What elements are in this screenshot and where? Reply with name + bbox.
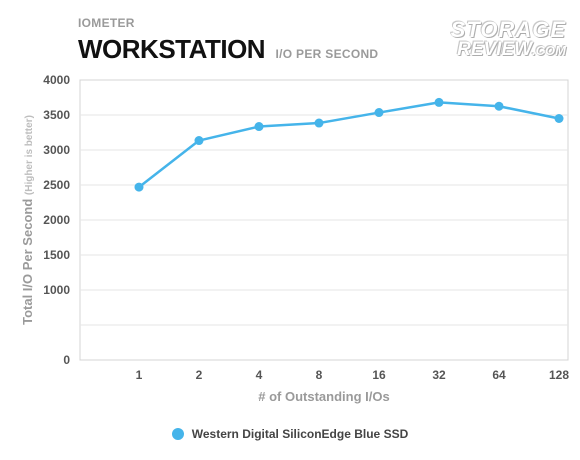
x-tick-label: 32 (432, 368, 446, 382)
y-axis-label: Total I/O Per Second (Higher is better) (20, 115, 35, 325)
line-chart: 0 1000 1500 2000 2500 3000 3500 4000 1 2 4 8 16 32 64 1… (20, 73, 569, 404)
data-point (494, 101, 504, 111)
chart-supertitle: IOMETER (78, 16, 135, 30)
y-tick-label: 4000 (43, 73, 70, 87)
chart-title: WORKSTATION (78, 34, 266, 64)
y-tick-label: 1000 (43, 283, 70, 297)
x-tick-label: 1 (136, 368, 143, 382)
y-tick-label: 1500 (43, 248, 70, 262)
data-point (374, 108, 384, 118)
legend-label: Western Digital SiliconEdge Blue SSD (191, 427, 409, 441)
title-row: WORKSTATION I/O PER SECOND (78, 34, 378, 65)
series-line (138, 101, 560, 189)
x-tick-label: 4 (256, 368, 263, 382)
x-axis-label: # of Outstanding I/Os (258, 389, 389, 404)
logo-line-2-suffix: .COM (532, 42, 566, 58)
legend-marker-icon (171, 428, 184, 440)
y-tick-label: 3000 (43, 143, 70, 157)
data-point (554, 114, 564, 123)
x-tick-label: 2 (196, 368, 203, 382)
x-tick-label: 8 (316, 368, 323, 382)
y-tick-label: 2500 (43, 178, 70, 192)
y-tick-label: 2000 (43, 213, 70, 227)
y-axis-label-note: (Higher is better) (24, 115, 35, 195)
y-tick-label: 3500 (43, 108, 70, 122)
logo-line-2: REVIEW.COM (451, 38, 566, 60)
data-point (434, 97, 444, 107)
storagereview-logo: STORAGE REVIEW.COM (450, 17, 566, 60)
data-point (314, 118, 324, 128)
y-tick-label: 0 (63, 353, 70, 367)
x-tick-label: 16 (372, 368, 386, 382)
chart-legend: Western Digital SiliconEdge Blue SSD (0, 427, 580, 441)
chart-subtitle: I/O PER SECOND (275, 47, 379, 61)
x-tick-label: 128 (549, 368, 569, 382)
data-point (194, 136, 204, 146)
data-point (254, 122, 264, 132)
x-tick-label: 64 (492, 368, 506, 382)
data-point (134, 182, 144, 192)
logo-line-1: STORAGE (450, 17, 566, 42)
logo-line-2-main: REVIEW (457, 38, 533, 60)
